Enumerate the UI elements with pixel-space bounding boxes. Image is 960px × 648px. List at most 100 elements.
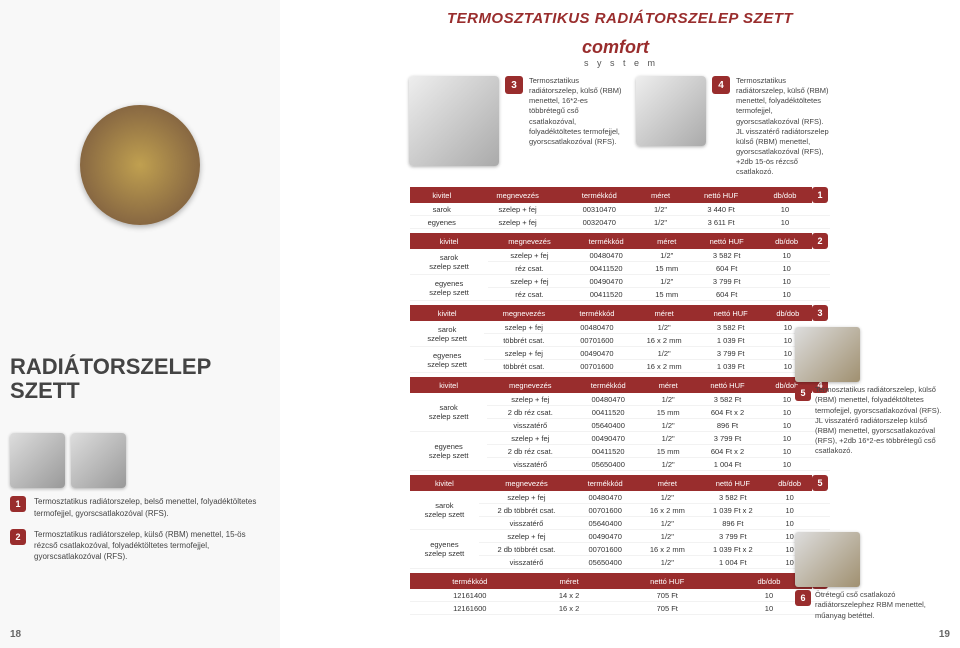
page-heading: RADIÁTORSZELEP SZETT bbox=[10, 355, 270, 403]
table-header: db/dob bbox=[767, 475, 812, 491]
table-cell: 00490470 bbox=[563, 347, 630, 360]
table-cell: 16 x 2 mm bbox=[636, 504, 698, 517]
table-header: megnevezés bbox=[488, 233, 571, 249]
table-cell: 3 799 Ft bbox=[698, 530, 767, 543]
product-4-desc: Termosztatikus radiátorszelep, külső (RB… bbox=[736, 76, 831, 177]
table-header: termékkód bbox=[410, 573, 530, 589]
table-row: 1216160016 x 2705 Ft10 bbox=[410, 602, 830, 615]
table-cell: 1/2" bbox=[631, 321, 698, 334]
table-cell: 2 db réz csat. bbox=[487, 406, 573, 419]
table-cell: 05650400 bbox=[574, 556, 636, 569]
table-cell: visszatérő bbox=[479, 556, 574, 569]
table-cell: 1 004 Ft bbox=[693, 458, 761, 471]
product-3-badge: 3 bbox=[505, 76, 523, 94]
table-header: méret bbox=[530, 573, 609, 589]
product-3: 3 Termosztatikus radiátorszelep, külső (… bbox=[409, 76, 624, 177]
table-cell: 705 Ft bbox=[609, 602, 726, 615]
table-cell: 3 582 Ft bbox=[698, 321, 764, 334]
table-cell: 1/2" bbox=[636, 530, 698, 543]
table-cell: 10 bbox=[761, 262, 812, 275]
table-cell: 1/2" bbox=[637, 203, 684, 216]
item-2-badge: 2 bbox=[10, 529, 26, 545]
brand-logo-sub: s y s t e m bbox=[584, 58, 658, 68]
valve-cutaway-illustration bbox=[80, 105, 200, 225]
table-cell: szelep + fej bbox=[484, 347, 563, 360]
product-4-image bbox=[636, 76, 706, 146]
table-header: termékkód bbox=[563, 305, 630, 321]
table-cell: 1/2" bbox=[641, 249, 692, 262]
table-cell: réz csat. bbox=[488, 262, 571, 275]
table-header: megnevezés bbox=[473, 187, 561, 203]
table-cell: 15 mm bbox=[643, 445, 693, 458]
table-group-cell: egyenesszelep szett bbox=[410, 347, 484, 373]
table-cell: 1 039 Ft bbox=[698, 360, 764, 373]
table-cell: 00701600 bbox=[574, 504, 636, 517]
table-header: kivitel bbox=[410, 233, 488, 249]
item-2-desc: Termosztatikus radiátorszelep, külső (RB… bbox=[34, 529, 270, 563]
thumb-2 bbox=[71, 433, 126, 488]
item-1: 1 Termosztatikus radiátorszelep, belső m… bbox=[10, 496, 270, 518]
table-header: termékkód bbox=[574, 475, 636, 491]
table-badge: 5 bbox=[812, 475, 828, 491]
table-cell: szelep + fej bbox=[473, 216, 561, 229]
table-cell: 3 799 Ft bbox=[693, 432, 761, 445]
table-cell: 1/2" bbox=[637, 216, 684, 229]
table-cell: 1/2" bbox=[643, 393, 693, 406]
table-cell: 16 x 2 mm bbox=[631, 360, 698, 373]
data-table-5: kivitelmegnevezéstermékkódméretnettó HUF… bbox=[410, 475, 830, 569]
table-cell: szelep + fej bbox=[487, 393, 573, 406]
table-header: méret bbox=[631, 305, 698, 321]
table-cell: sarok bbox=[410, 203, 473, 216]
table-cell: 1 039 Ft x 2 bbox=[698, 504, 767, 517]
product-4: 4 Termosztatikus radiátorszelep, külső (… bbox=[636, 76, 831, 177]
main-title: TERMOSZTATIKUS RADIÁTORSZELEP SZETT bbox=[295, 10, 945, 27]
table-cell: 00490470 bbox=[574, 530, 636, 543]
table-cell: szelep + fej bbox=[479, 491, 574, 504]
table-cell: visszatérő bbox=[479, 517, 574, 530]
hero-cutaway-image bbox=[10, 15, 270, 315]
table-cell: 3 582 Ft bbox=[693, 393, 761, 406]
table-row: sarokszelep szettszelep + fej004804701/2… bbox=[410, 491, 830, 504]
table-cell: 1 039 Ft bbox=[698, 334, 764, 347]
table-cell: 00320470 bbox=[562, 216, 637, 229]
table-cell: szelep + fej bbox=[488, 275, 571, 288]
table-cell: 1/2" bbox=[643, 458, 693, 471]
table-group-cell: sarokszelep szett bbox=[410, 491, 479, 530]
table-cell: 00411520 bbox=[571, 262, 642, 275]
item-1-badge: 1 bbox=[10, 496, 26, 512]
table-cell: 10 bbox=[761, 288, 812, 301]
table-row: egyenesszelep szettszelep + fej004904701… bbox=[410, 347, 830, 360]
table-row: egyenesszelep + fej003204701/2"3 611 Ft1… bbox=[410, 216, 830, 229]
table-cell: réz csat. bbox=[488, 288, 571, 301]
table-cell: 10 bbox=[758, 216, 812, 229]
table-header: kivitel bbox=[410, 187, 473, 203]
table-cell: 3 582 Ft bbox=[698, 491, 767, 504]
table-header: méret bbox=[641, 233, 692, 249]
table-header: kivitel bbox=[410, 475, 479, 491]
item-2: 2 Termosztatikus radiátorszelep, külső (… bbox=[10, 529, 270, 563]
table-cell: 12161600 bbox=[410, 602, 530, 615]
table-cell: 10 bbox=[767, 517, 812, 530]
table-cell: szelep + fej bbox=[473, 203, 561, 216]
table-group-cell: sarokszelep szett bbox=[410, 393, 487, 432]
table-header: termékkód bbox=[573, 377, 643, 393]
side-card-5: 5 Termosztatikus radiátorszelep, külső (… bbox=[795, 327, 950, 456]
table-header: méret bbox=[637, 187, 684, 203]
table-cell: egyenes bbox=[410, 216, 473, 229]
table-cell: 00490470 bbox=[573, 432, 643, 445]
table-header: termékkód bbox=[571, 233, 642, 249]
table-cell: 00490470 bbox=[571, 275, 642, 288]
table-cell: 10 bbox=[767, 504, 812, 517]
table-header: megnevezés bbox=[487, 377, 573, 393]
table-cell: 1/2" bbox=[631, 347, 698, 360]
table-cell: 1/2" bbox=[643, 432, 693, 445]
table-header: megnevezés bbox=[484, 305, 563, 321]
heading-line2: SZETT bbox=[10, 379, 270, 403]
table-cell: 1/2" bbox=[636, 556, 698, 569]
table-row: sarokszelep + fej003104701/2"3 440 Ft10 bbox=[410, 203, 830, 216]
table-cell: 896 Ft bbox=[693, 419, 761, 432]
table-row: sarokszelep szettszelep + fej004804701/2… bbox=[410, 321, 830, 334]
table-header: nettó HUF bbox=[692, 233, 761, 249]
table-cell: 00480470 bbox=[573, 393, 643, 406]
table-badge: 1 bbox=[812, 187, 828, 203]
